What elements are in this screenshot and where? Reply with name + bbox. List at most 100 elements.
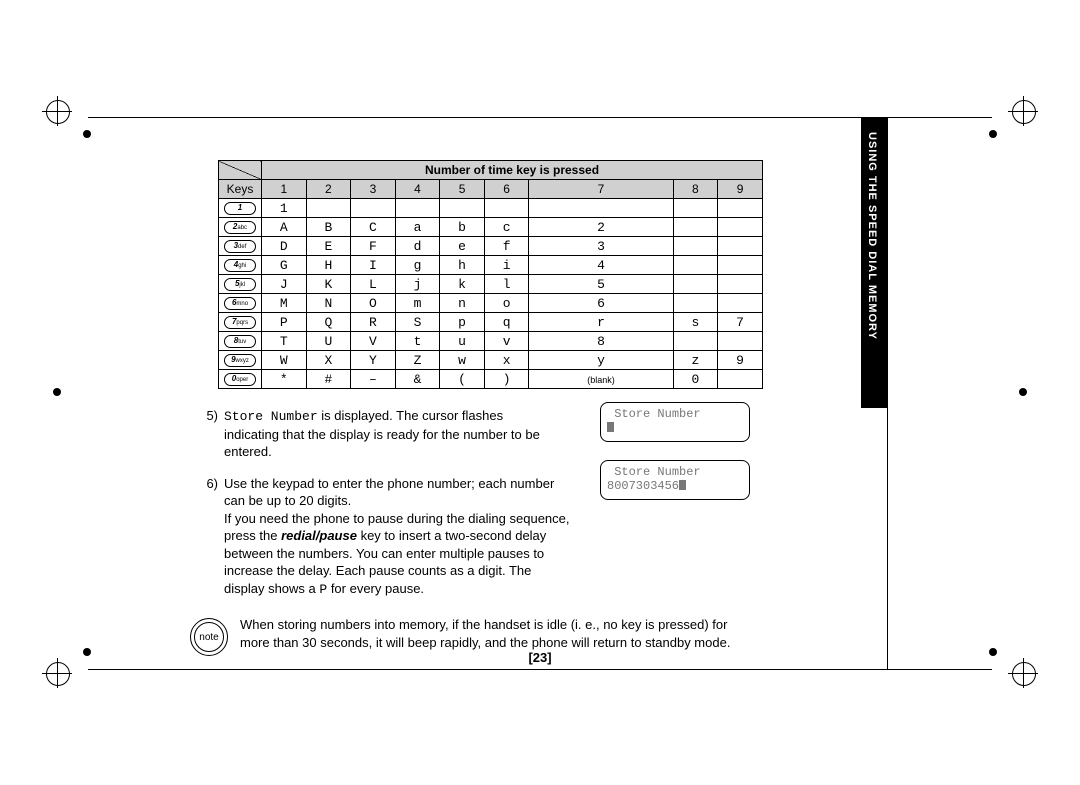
trim-bottom	[88, 669, 992, 670]
char-cell: O	[351, 294, 396, 313]
char-cell: 7	[718, 313, 763, 332]
char-cell: M	[262, 294, 307, 313]
key-button: 1	[224, 202, 256, 215]
char-cell: l	[484, 275, 529, 294]
key-button: 2abc	[224, 221, 256, 234]
col-header: 2	[306, 180, 351, 199]
char-cell	[673, 218, 718, 237]
char-cell: B	[306, 218, 351, 237]
char-cell: S	[395, 313, 440, 332]
key-button: 3def	[224, 240, 256, 253]
char-cell: v	[484, 332, 529, 351]
char-cell: Q	[306, 313, 351, 332]
char-cell	[718, 199, 763, 218]
key-button-cell: 3def	[219, 237, 262, 256]
key-button: 4ghi	[224, 259, 256, 272]
char-cell: 2	[529, 218, 673, 237]
char-cell	[718, 294, 763, 313]
char-cell	[718, 275, 763, 294]
char-cell: r	[529, 313, 673, 332]
char-cell	[673, 199, 718, 218]
keys-header: Keys	[219, 180, 262, 199]
char-cell: h	[440, 256, 485, 275]
char-cell: –	[351, 370, 396, 389]
char-cell	[718, 237, 763, 256]
char-cell	[673, 275, 718, 294]
char-cell: b	[440, 218, 485, 237]
char-cell: k	[440, 275, 485, 294]
col-header: 1	[262, 180, 307, 199]
char-cell: 6	[529, 294, 673, 313]
char-cell: X	[306, 351, 351, 370]
char-cell: j	[395, 275, 440, 294]
multitap-table: Number of time key is pressed Keys 12345…	[218, 160, 763, 389]
step-text: Store Number is displayed. The cursor fl…	[224, 407, 560, 461]
table-row: 9wxyzWXYZwxyz9	[219, 351, 763, 370]
table-row: 7pqrsPQRSpqrs7	[219, 313, 763, 332]
char-cell: G	[262, 256, 307, 275]
key-button-cell: 8tuv	[219, 332, 262, 351]
char-cell	[673, 294, 718, 313]
char-cell: A	[262, 218, 307, 237]
char-cell	[673, 256, 718, 275]
char-cell: L	[351, 275, 396, 294]
char-cell: E	[306, 237, 351, 256]
char-cell: #	[306, 370, 351, 389]
char-cell: x	[484, 351, 529, 370]
lcd-display-1: Store Number	[600, 402, 750, 442]
col-header: 8	[673, 180, 718, 199]
char-cell	[718, 218, 763, 237]
char-cell: &	[395, 370, 440, 389]
char-cell: 4	[529, 256, 673, 275]
key-button: 8tuv	[224, 335, 256, 348]
char-cell: *	[262, 370, 307, 389]
char-cell: y	[529, 351, 673, 370]
cursor-icon	[679, 480, 686, 490]
char-cell: V	[351, 332, 396, 351]
trim-right-inner	[887, 117, 888, 670]
key-button: 9wxyz	[224, 354, 256, 367]
key-button-cell: 6mno	[219, 294, 262, 313]
reg-dot	[83, 130, 91, 138]
key-button-cell: 7pqrs	[219, 313, 262, 332]
cursor-icon	[607, 422, 614, 432]
table-row: 4ghiGHIghi4	[219, 256, 763, 275]
col-header: 7	[529, 180, 673, 199]
char-cell	[673, 237, 718, 256]
char-cell: U	[306, 332, 351, 351]
char-cell: i	[484, 256, 529, 275]
char-cell	[718, 332, 763, 351]
char-cell: K	[306, 275, 351, 294]
char-cell: R	[351, 313, 396, 332]
char-cell: I	[351, 256, 396, 275]
table-row: 11	[219, 199, 763, 218]
char-cell: d	[395, 237, 440, 256]
char-cell	[718, 370, 763, 389]
table-row: 2abcABCabc2	[219, 218, 763, 237]
char-cell: D	[262, 237, 307, 256]
char-cell: o	[484, 294, 529, 313]
char-cell	[718, 256, 763, 275]
char-cell: )	[484, 370, 529, 389]
char-cell: 9	[718, 351, 763, 370]
char-cell: m	[395, 294, 440, 313]
char-cell	[529, 199, 673, 218]
char-cell: P	[262, 313, 307, 332]
table-corner	[219, 161, 262, 180]
char-cell: N	[306, 294, 351, 313]
table-row: 5jklJKLjkl5	[219, 275, 763, 294]
char-cell: q	[484, 313, 529, 332]
reg-dot	[1019, 388, 1027, 396]
char-cell: T	[262, 332, 307, 351]
step-6: 6) Use the keypad to enter the phone num…	[190, 475, 570, 599]
char-cell: C	[351, 218, 396, 237]
page: USING THE SPEED DIAL MEMORY Number of ti…	[0, 0, 1080, 785]
char-cell: z	[673, 351, 718, 370]
step-number: 5)	[190, 407, 224, 461]
key-button-cell: 4ghi	[219, 256, 262, 275]
char-cell: 5	[529, 275, 673, 294]
char-cell	[440, 199, 485, 218]
step-number: 6)	[190, 475, 224, 599]
trim-top	[88, 117, 992, 118]
char-cell: 8	[529, 332, 673, 351]
